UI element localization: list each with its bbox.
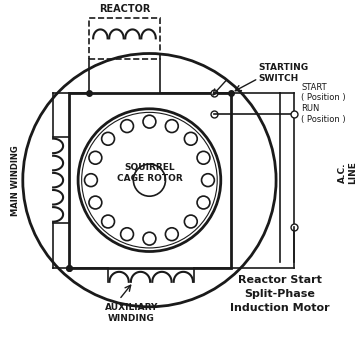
Text: MAIN WINDING: MAIN WINDING — [11, 145, 20, 216]
Bar — [69, 93, 231, 267]
Text: Reactor Start
Split-Phase
Induction Motor: Reactor Start Split-Phase Induction Moto… — [230, 275, 329, 313]
Text: REACTOR: REACTOR — [99, 4, 150, 14]
Text: AUXILIARY
WINDING: AUXILIARY WINDING — [105, 303, 158, 323]
Bar — [89, 18, 160, 59]
Text: A.C.
LINE: A.C. LINE — [338, 162, 357, 184]
Text: STARTING
SWITCH: STARTING SWITCH — [258, 63, 309, 83]
Text: START
( Position ): START ( Position ) — [301, 83, 346, 103]
Text: RUN
( Position ): RUN ( Position ) — [301, 104, 346, 124]
Text: SQUIRREL
CAGE ROTOR: SQUIRREL CAGE ROTOR — [117, 163, 182, 183]
